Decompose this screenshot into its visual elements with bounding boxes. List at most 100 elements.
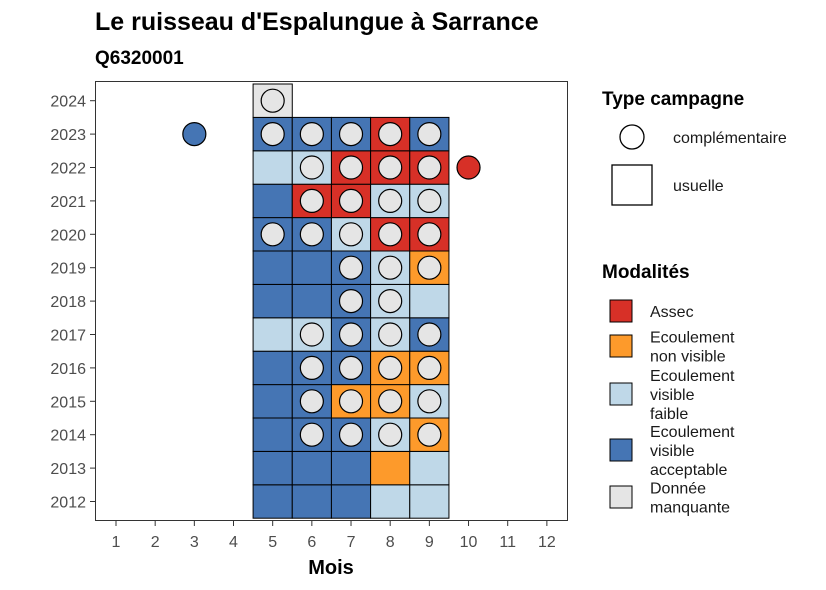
x-tick-label-5: 5 [268, 534, 277, 551]
y-tick-label-2017: 2017 [50, 328, 86, 345]
point-2020-9 [417, 222, 442, 247]
y-tick-label-2022: 2022 [50, 161, 86, 178]
chart-subtitle: Q6320001 [95, 48, 184, 69]
point-2014-9 [417, 422, 442, 447]
point-2015-7 [338, 389, 364, 414]
legend-swatch-assec [609, 299, 633, 323]
point-2018-8 [378, 289, 403, 314]
point-2019-7 [338, 255, 364, 280]
legend-key-usuelle [611, 164, 653, 206]
point-2021-6 [299, 188, 324, 213]
legend-label-usuelle: usuelle [673, 178, 724, 195]
legend: Type campagne complémentaire usuelle Modali… [602, 89, 787, 517]
x-axis-title: Mois [308, 557, 354, 579]
point-2016-7 [338, 355, 364, 380]
point-2017-8 [378, 322, 403, 347]
y-tick-label-2019: 2019 [50, 261, 86, 278]
legend-swatch-faible [609, 382, 633, 406]
legend-label-acceptable: Ecoulement visible acceptable [650, 424, 735, 479]
y-tick-label-2014: 2014 [50, 428, 86, 445]
legend-key-complementaire [619, 124, 645, 150]
point-2022-10 [456, 155, 481, 180]
point-2014-8 [378, 422, 403, 447]
legend-title-modalites: Modalités [602, 262, 690, 283]
point-2020-7 [338, 222, 364, 247]
cell-2012-5 [252, 484, 293, 519]
cell-2019-6 [291, 250, 332, 285]
x-tick-label-9: 9 [425, 534, 434, 551]
legend-swatch-acceptable [609, 438, 633, 462]
point-2023-7 [338, 122, 364, 147]
x-tick-label-4: 4 [229, 534, 238, 551]
point-2023-3 [182, 122, 207, 147]
point-2014-7 [338, 422, 364, 447]
y-tick-label-2012: 2012 [50, 495, 86, 512]
x-tick-label-1: 1 [112, 534, 121, 551]
point-2021-9 [417, 188, 442, 213]
cell-2012-8 [370, 484, 411, 519]
y-tick-label-2020: 2020 [50, 227, 86, 244]
y-tick-label-2023: 2023 [50, 127, 86, 144]
point-2020-8 [378, 222, 403, 247]
cell-2013-8 [370, 450, 411, 486]
y-tick-label-2018: 2018 [50, 294, 86, 311]
point-2023-9 [417, 122, 442, 147]
cell-2012-6 [291, 484, 332, 519]
x-tick-label-11: 11 [499, 534, 516, 551]
point-2017-6 [299, 322, 324, 347]
point-2023-5 [260, 122, 285, 147]
point-2023-6 [299, 122, 324, 147]
legend-label-assec: Assec [650, 304, 694, 321]
legend-swatch-manquante [609, 485, 633, 509]
legend-label-nonvisible: Ecoulement non visible [650, 330, 735, 366]
chart-title: Le ruisseau d'Espalungue à Sarrance [95, 8, 539, 36]
legend-title-type-campagne: Type campagne [602, 89, 744, 110]
x-tick-label-12: 12 [538, 534, 556, 551]
point-2020-5 [260, 222, 285, 247]
point-2022-9 [417, 155, 442, 180]
cell-2018-5 [252, 283, 293, 319]
x-tick-label-6: 6 [307, 534, 316, 551]
point-2016-9 [417, 355, 442, 380]
point-2021-7 [338, 188, 364, 213]
cell-2019-5 [252, 250, 293, 285]
cell-2018-9 [409, 283, 450, 319]
point-2019-9 [417, 255, 442, 280]
point-2024-5 [260, 88, 285, 113]
complementaire-points [182, 88, 481, 447]
legend-swatch-nonvisible [609, 334, 633, 358]
y-axis-ticks: 2012 2013 2014 2015 2016 2017 2018 2019 2020 2021… [50, 94, 95, 512]
point-2016-8 [378, 355, 403, 380]
legend-label-faible: Ecoulement visible faible [650, 368, 735, 423]
point-2021-8 [378, 188, 403, 213]
point-2018-7 [338, 289, 364, 314]
cell-2013-9 [409, 450, 450, 486]
cell-2013-5 [252, 450, 293, 486]
cell-2012-7 [330, 484, 372, 519]
cell-2013-7 [330, 450, 372, 486]
y-tick-label-2024: 2024 [50, 94, 86, 111]
cell-2022-5 [252, 150, 293, 185]
x-tick-label-8: 8 [386, 534, 395, 551]
y-tick-label-2016: 2016 [50, 361, 86, 378]
cell-2014-5 [252, 417, 293, 452]
x-tick-label-10: 10 [460, 534, 478, 551]
cell-2016-5 [252, 350, 293, 386]
point-2020-6 [299, 222, 324, 247]
y-tick-label-2013: 2013 [50, 461, 86, 478]
legend-label-complementaire: complémentaire [673, 130, 787, 147]
point-2022-7 [338, 155, 364, 180]
x-tick-label-3: 3 [190, 534, 199, 551]
point-2015-8 [378, 389, 403, 414]
cell-2017-5 [252, 317, 293, 352]
cell-2012-9 [409, 484, 450, 519]
point-2022-6 [299, 155, 324, 180]
point-2015-9 [417, 389, 442, 414]
y-tick-label-2015: 2015 [50, 394, 86, 411]
x-axis-ticks: 1 2 3 4 5 6 7 8 9 10 11 12 [112, 521, 556, 551]
x-tick-label-7: 7 [347, 534, 356, 551]
point-2023-8 [378, 122, 403, 147]
cell-2018-6 [291, 283, 332, 319]
cell-2021-5 [252, 183, 293, 219]
